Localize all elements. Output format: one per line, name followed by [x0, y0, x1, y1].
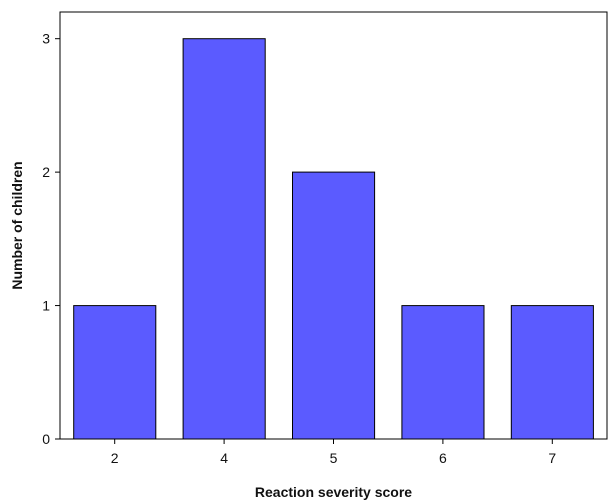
y-tick-label-1: 1 [42, 298, 50, 314]
bar-5 [292, 171, 376, 440]
x-axis: 2 4 5 6 7 [111, 439, 556, 466]
x-tick-label-7: 7 [548, 450, 556, 466]
y-tick-label-0: 0 [42, 431, 50, 447]
bars-group [73, 38, 594, 440]
bar-7 [510, 305, 594, 440]
y-axis: 0 1 2 3 [42, 31, 60, 447]
y-tick-label-2: 2 [42, 164, 50, 180]
x-tick-label-6: 6 [439, 450, 447, 466]
bar-2 [73, 305, 157, 440]
x-tick-label-4: 4 [220, 450, 228, 466]
y-tick-label-3: 3 [42, 31, 50, 47]
bar-6 [401, 305, 485, 440]
x-axis-title: Reaction severity score [255, 484, 412, 500]
x-tick-label-2: 2 [111, 450, 119, 466]
bar-4 [182, 38, 266, 440]
y-axis-title: Number of children [9, 161, 25, 289]
x-tick-label-5: 5 [330, 450, 338, 466]
